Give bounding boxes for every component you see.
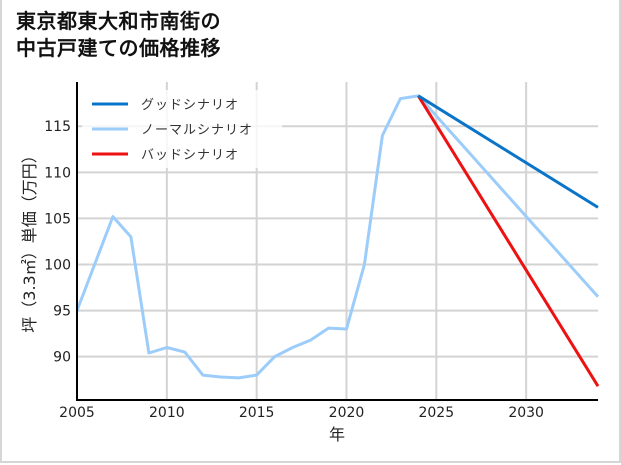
legend: グッドシナリオ ノーマルシナリオ バッドシナリオ	[82, 90, 282, 168]
y-tick-label: 90	[53, 350, 71, 366]
series-line-bad	[417, 95, 600, 387]
y-tick-label: 115	[44, 119, 71, 135]
y-tick-label: 110	[44, 165, 71, 181]
legend-label-bad: バッドシナリオ	[141, 148, 239, 163]
x-tick-labels: 2005 2010 2015 2020 2025 2030	[59, 405, 544, 421]
legend-label-good: グッドシナリオ	[141, 98, 239, 113]
y-tick-label: 100	[44, 258, 71, 274]
x-axis-label: 年	[329, 425, 345, 444]
chart-title: 東京都東大和市南街の 中古戸建ての価格推移	[16, 9, 221, 60]
x-tick-label: 2025	[418, 405, 454, 421]
legend-label-normal: ノーマルシナリオ	[141, 123, 253, 138]
axes	[76, 82, 598, 401]
x-tick-label: 2015	[239, 405, 275, 421]
y-tick-label: 95	[53, 304, 71, 320]
x-tick-label: 2005	[59, 405, 95, 421]
grid-lines	[77, 82, 598, 400]
x-tick-label: 2020	[329, 405, 365, 421]
series-line-normal	[75, 94, 600, 380]
series-line-good	[417, 94, 599, 209]
y-axis-label: 坪（3.3㎡）単価（万円）	[20, 147, 39, 332]
x-tick-label: 2010	[149, 405, 185, 421]
x-tick-label: 2030	[508, 405, 544, 421]
y-tick-label: 105	[44, 211, 71, 227]
y-tick-labels: 90 95 100 105 110 115	[44, 119, 71, 365]
data-lines	[75, 94, 600, 387]
